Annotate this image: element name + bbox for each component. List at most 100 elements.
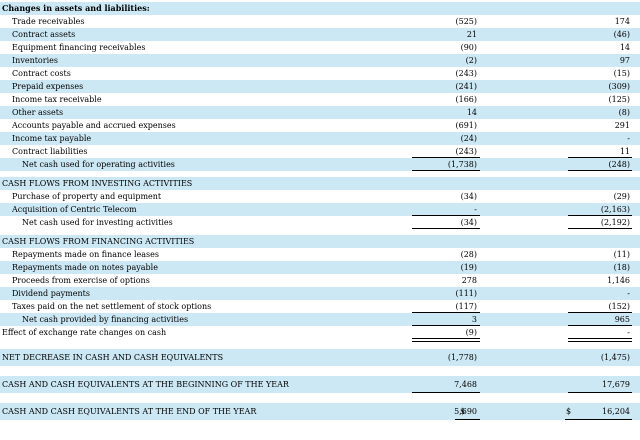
table-row: Acquisition of Centric Telecom - (2,163) [0,203,640,216]
value-current-year: (111) [455,289,477,298]
table-row: Income tax payable (24) - [0,132,640,145]
row-label: Proceeds from exercise of options [12,276,150,285]
value-prior-year: - [627,328,630,337]
total-underline [565,419,632,420]
value-prior-year: (15) [613,69,630,78]
value-current-year: (34) [460,192,477,201]
row-label: Other assets [12,108,64,117]
value-prior-year: 291 [614,121,630,130]
value-prior-year: 11 [619,147,630,156]
row-label: Income tax receivable [12,95,102,104]
section-header-financing: CASH FLOWS FROM FINANCING ACTIVITIES [0,235,640,248]
total-row-investing: Net cash used for investing activities (… [0,216,640,229]
table-row: Purchase of property and equipment (34) … [0,190,640,203]
value-prior-year: (248) [608,160,630,169]
value-prior-year: (18) [613,263,630,272]
table-row: Repayments made on finance leases (28) (… [0,248,640,261]
total-row-operating: Net cash used for operating activities (… [0,158,640,171]
value-current-year: (28) [460,250,477,259]
spacer [0,339,640,349]
value-prior-year: 174 [614,17,630,26]
table-row: Taxes paid on the net settlement of stoc… [0,300,640,313]
row-label: Income tax payable [12,134,92,143]
value-prior-year: (46) [613,30,630,39]
value-current-year: (166) [455,95,477,104]
subtotal-underline [568,392,632,393]
row-label: Net cash provided by financing activitie… [22,315,189,324]
row-label: Dividend payments [12,289,90,298]
row-label: CASH AND CASH EQUIVALENTS AT THE BEGINNI… [2,380,289,389]
currency-symbol: $ [460,407,466,416]
subtotal-underline [568,157,632,158]
table-row: Proceeds from exercise of options 278 1,… [0,274,640,287]
row-label: Effect of exchange rate changes on cash [2,328,167,337]
row-label: Prepaid expenses [12,82,84,91]
spacer [0,393,640,403]
row-label: Repayments made on finance leases [12,250,159,259]
table-row: Inventories (2) 97 [0,54,640,67]
row-label: Changes in assets and liabilities: [2,3,150,13]
row-label: Taxes paid on the net settlement of stoc… [12,302,212,311]
row-label: Net cash used for investing activities [22,218,173,227]
value-prior-year: (29) [613,192,630,201]
value-current-year: (243) [455,69,477,78]
subtotal-underline [412,157,480,158]
value-current-year: 3 [471,315,477,324]
double-underline [568,341,632,342]
value-prior-year: (1,475) [600,353,630,362]
subtotal-underline [412,392,480,393]
value-current-year: (525) [455,17,477,26]
net-decrease-row: NET DECREASE IN CASH AND CASH EQUIVALENT… [0,349,640,366]
value-current-year: (1,738) [447,160,477,169]
row-label: NET DECREASE IN CASH AND CASH EQUIVALENT… [2,353,224,362]
value-current-year: (9) [465,328,477,337]
table-row: Prepaid expenses (241) (309) [0,80,640,93]
row-label: Repayments made on notes payable [12,263,158,272]
value-current-year: (243) [455,147,477,156]
total-underline [455,419,480,420]
table-row: Trade receivables (525) 174 [0,15,640,28]
ending-cash-row: CASH AND CASH EQUIVALENTS AT THE END OF … [0,403,640,420]
row-label: Trade receivables [12,17,85,26]
total-underline [568,170,632,171]
table-row: Contract liabilities (243) 11 [0,145,640,158]
subtotal-underline [568,215,632,216]
row-label: Net cash used for operating activities [22,160,175,169]
total-underline [568,325,632,326]
row-label: Contract assets [12,30,76,39]
value-prior-year: (2,163) [600,205,630,214]
value-prior-year: 16,204 [602,407,630,416]
total-underline [412,325,480,326]
value-current-year: (2) [465,56,477,65]
total-underline [568,228,632,229]
table-row-fx: Effect of exchange rate changes on cash … [0,326,640,342]
value-prior-year: (8) [618,108,630,117]
table-row: Repayments made on notes payable (19) (1… [0,261,640,274]
value-prior-year: 17,679 [602,380,630,389]
value-prior-year: (125) [608,95,630,104]
row-label: CASH AND CASH EQUIVALENTS AT THE END OF … [2,407,257,416]
table-row: Contract costs (243) (15) [0,67,640,80]
row-label: CASH FLOWS FROM INVESTING ACTIVITIES [2,179,193,188]
value-prior-year: (11) [613,250,630,259]
table-row: Income tax receivable (166) (125) [0,93,640,106]
value-current-year: (1,778) [447,353,477,362]
subtotal-underline [412,215,480,216]
section-header-investing: CASH FLOWS FROM INVESTING ACTIVITIES [0,177,640,190]
total-underline [412,170,480,171]
beginning-cash-row: CASH AND CASH EQUIVALENTS AT THE BEGINNI… [0,376,640,393]
row-label: CASH FLOWS FROM FINANCING ACTIVITIES [2,237,195,246]
value-prior-year: (152) [608,302,630,311]
table-row: Dividend payments (111) - [0,287,640,300]
table-row: Equipment financing receivables (90) 14 [0,41,640,54]
total-row-financing: Net cash provided by financing activitie… [0,313,640,326]
value-prior-year: 1,146 [607,276,630,285]
value-prior-year: (2,192) [600,218,630,227]
double-underline [412,341,480,342]
total-underline [412,228,480,229]
subtotal-underline [568,312,632,313]
value-prior-year: - [627,134,630,143]
row-label: Contract liabilities [12,147,88,156]
value-current-year: - [474,205,477,214]
